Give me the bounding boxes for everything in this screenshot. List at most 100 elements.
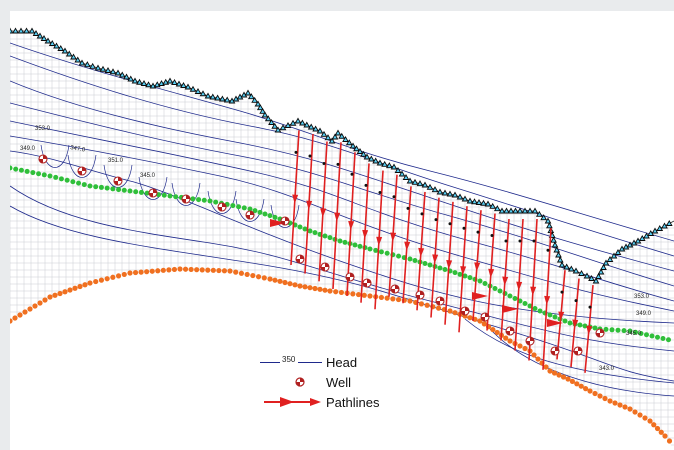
pathline-arrow-icon: [488, 268, 495, 278]
well-icon-part: [43, 155, 47, 159]
constant-head-cell-icon: [37, 300, 43, 306]
pathline-arrow-icon: [362, 229, 369, 240]
constant-head-cell-icon: [238, 270, 245, 276]
constant-head-cell-icon: [642, 415, 648, 421]
constant-head-cell-icon: [205, 267, 211, 273]
constant-head-cell-icon: [233, 269, 239, 275]
river-cell-icon: [396, 253, 402, 259]
constant-head-cell-icon: [67, 287, 73, 293]
head-contour-line: [489, 328, 674, 397]
well-icon-part: [281, 221, 285, 225]
head-contour-line: [171, 182, 201, 206]
river-cell-icon: [467, 275, 473, 281]
river-cell-icon: [407, 256, 413, 262]
river-cell-icon: [297, 224, 303, 230]
legend-item-pathlines: Pathlines: [258, 392, 458, 412]
constant-head-cell-icon: [395, 296, 402, 303]
river-cell-icon: [241, 205, 247, 211]
river-cell-icon: [367, 246, 373, 252]
boundary-triangle-icon: [665, 219, 673, 226]
boundary-triangle-icon: [274, 126, 282, 133]
boundary-triangle-icon: [471, 198, 478, 205]
constant-head-cell-icon: [556, 372, 562, 378]
boundary-triangle-icon: [431, 186, 439, 193]
river-cell-icon: [133, 189, 139, 195]
well-icon-part: [551, 351, 555, 355]
boundary-triangle-icon: [271, 122, 279, 129]
boundary-triangle-icon: [461, 195, 469, 202]
boundary-triangle-icon: [175, 80, 183, 87]
pathline-arrow-icon: [306, 200, 313, 210]
boundary-triangle-icon: [36, 32, 44, 39]
river-cell-icon: [312, 230, 318, 236]
well-icon-part: [506, 331, 510, 335]
constant-head-cell-icon: [378, 294, 385, 301]
river-cell-icon: [272, 214, 278, 220]
river-cell-icon: [627, 328, 633, 334]
river-cell-icon: [666, 337, 671, 343]
pathline-arrow-icon: [544, 295, 551, 306]
head-contour-line: [10, 205, 674, 382]
river-cell-icon: [10, 165, 13, 171]
well-icon-part: [416, 295, 420, 299]
constant-head-cell-icon: [384, 295, 390, 301]
boundary-triangle-icon: [567, 265, 575, 272]
particle-icon: [336, 162, 340, 166]
constant-head-cell-icon: [651, 422, 657, 428]
contour-label: 349.0: [636, 311, 652, 317]
well-icon-part: [222, 203, 226, 207]
pathline-arrow-icon: [474, 262, 481, 272]
river-cell-icon: [615, 327, 621, 333]
constant-head-cell-icon: [115, 273, 122, 279]
pathline-arrow-icon: [547, 319, 563, 327]
pathline-arrow-icon: [376, 236, 383, 246]
boundary-triangle-icon: [342, 135, 349, 142]
particle-icon: [532, 239, 536, 243]
river-cell-icon: [267, 213, 273, 219]
constant-head-cell-icon: [535, 356, 541, 362]
particle-icon: [294, 150, 298, 154]
boundary-triangle-icon: [65, 50, 73, 57]
river-cell-icon: [302, 226, 308, 232]
constant-head-cell-icon: [424, 302, 430, 308]
river-cell-icon: [213, 199, 219, 205]
legend-label-pathlines: Pathlines: [326, 394, 380, 410]
constant-head-cell-icon: [17, 312, 23, 318]
contour-label: 353.0: [35, 126, 51, 132]
boundary-triangle-icon: [363, 153, 371, 160]
well-icon-part: [285, 217, 289, 221]
boundary-triangle-icon: [446, 190, 454, 197]
well-icon-part: [363, 283, 367, 287]
boundary-triangle-icon: [180, 81, 187, 88]
constant-head-cell-icon: [292, 282, 298, 288]
constant-head-cell-icon: [72, 285, 78, 291]
constant-head-cell-icon: [182, 266, 189, 272]
boundary-triangle-icon: [74, 56, 82, 63]
boundary-triangle-icon: [17, 27, 25, 34]
pathline-arrow-icon: [502, 276, 509, 286]
legend-label-head: Head: [326, 354, 358, 370]
particle-icon: [448, 222, 452, 226]
river-cell-icon: [207, 198, 213, 204]
head-contour-line: [40, 144, 70, 168]
boundary-triangle-icon: [356, 147, 364, 154]
constant-head-cell-icon: [287, 281, 293, 287]
particle-icon: [574, 299, 578, 303]
pathline-arrow-icon: [586, 325, 593, 335]
river-cell-icon: [660, 336, 666, 341]
boundary-triangle-icon: [166, 77, 174, 84]
head-contour-line: [10, 102, 674, 287]
boundary-triangle-icon: [498, 207, 506, 214]
constant-head-cell-icon: [267, 276, 273, 282]
boundary-triangle-icon: [572, 267, 580, 274]
constant-head-cell-icon: [597, 393, 603, 399]
contour-label: 343.0: [599, 366, 615, 372]
river-cell-icon: [532, 306, 538, 311]
constant-head-cell-icon: [47, 294, 53, 300]
contour-label: 353.0: [634, 294, 650, 300]
river-cell-icon: [98, 184, 104, 190]
constant-head-cell-icon: [390, 296, 396, 302]
contour-label: 351.0: [108, 158, 124, 164]
particle-icon: [406, 206, 410, 210]
constant-head-cell-icon: [333, 289, 339, 295]
